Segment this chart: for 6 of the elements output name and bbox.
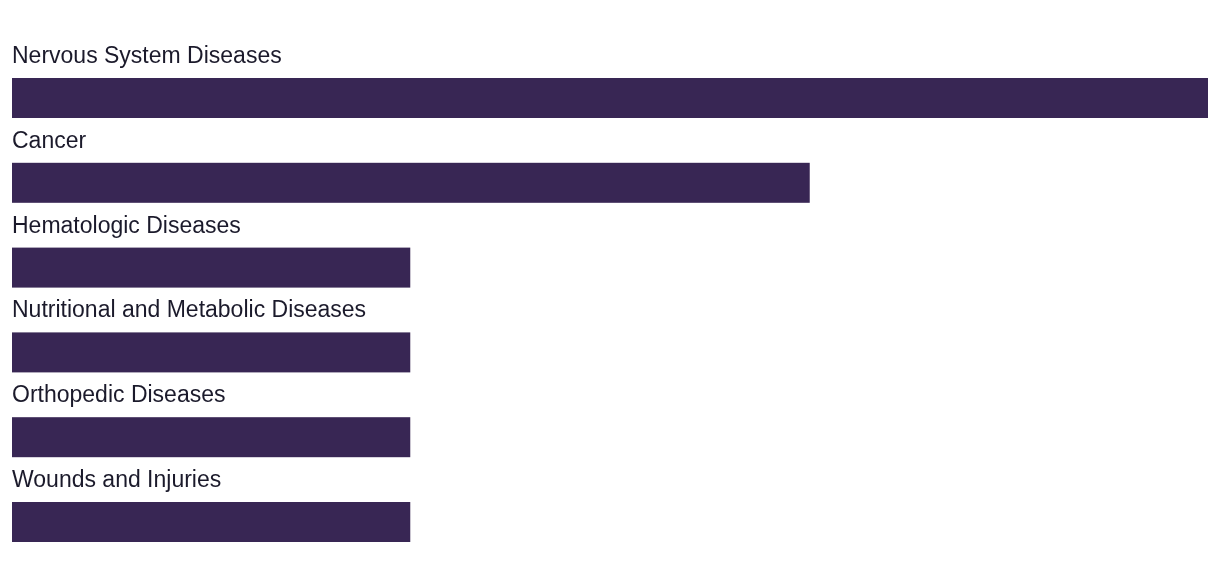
y-tick-label: Nervous System Diseases xyxy=(12,42,282,68)
y-tick-label: Wounds and Injuries xyxy=(12,466,222,492)
y-tick-label: Hematologic Diseases xyxy=(12,211,241,238)
y-tick-label: Cancer xyxy=(12,126,87,153)
y-tick-label: Orthopedic Diseases xyxy=(12,381,226,408)
y-tick-label: Nutritional and Metabolic Diseases xyxy=(12,296,367,323)
